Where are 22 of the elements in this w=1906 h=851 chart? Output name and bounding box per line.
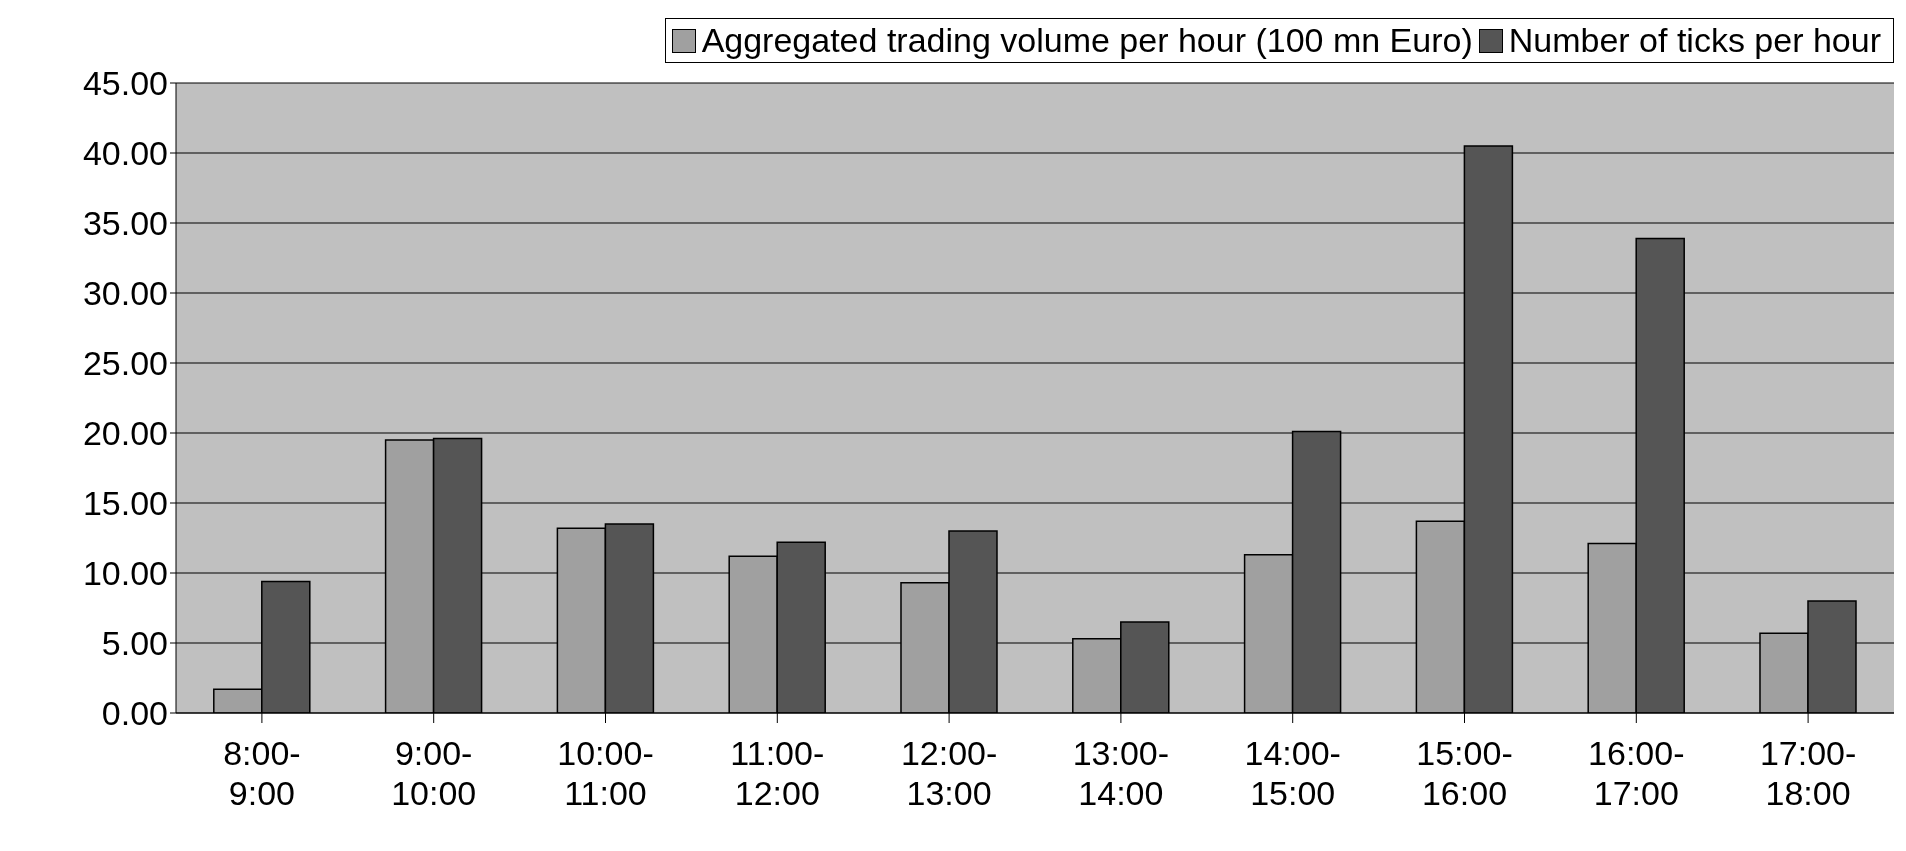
y-tick-label: 20.00	[82, 414, 168, 453]
x-tick-label: 10:00-11:00	[557, 734, 654, 812]
y-tick-label: 5.00	[101, 624, 168, 663]
legend-label: Aggregated trading volume per hour (100 mn Euro)	[700, 21, 1473, 60]
x-tick-label: 12:00-13:00	[900, 734, 998, 812]
y-tick-label: 25.00	[82, 344, 168, 383]
y-tick-label: 30.00	[82, 274, 168, 313]
y-tick-label: 0.00	[101, 694, 168, 733]
legend-label: Number of ticks per hour	[1507, 21, 1881, 60]
x-tick-label: 11:00-12:00	[730, 734, 825, 812]
y-tick-label: 15.00	[82, 484, 168, 523]
x-tick-label: 13:00-14:00	[1072, 734, 1170, 812]
y-tick-label: 45.00	[82, 64, 168, 103]
x-tick-label: 9:00-10:00	[391, 734, 477, 812]
y-tick-label: 35.00	[82, 204, 168, 243]
x-tick-label: 14:00-15:00	[1244, 734, 1341, 812]
y-tick-label: 10.00	[82, 554, 168, 593]
x-tick-label: 8:00-9:00	[223, 734, 301, 812]
x-tick-label: 15:00-16:00	[1416, 734, 1513, 812]
x-tick-label: 16:00-17:00	[1588, 734, 1685, 812]
x-tick-label: 17:00-18:00	[1759, 734, 1857, 812]
y-tick-label: 40.00	[82, 134, 168, 173]
